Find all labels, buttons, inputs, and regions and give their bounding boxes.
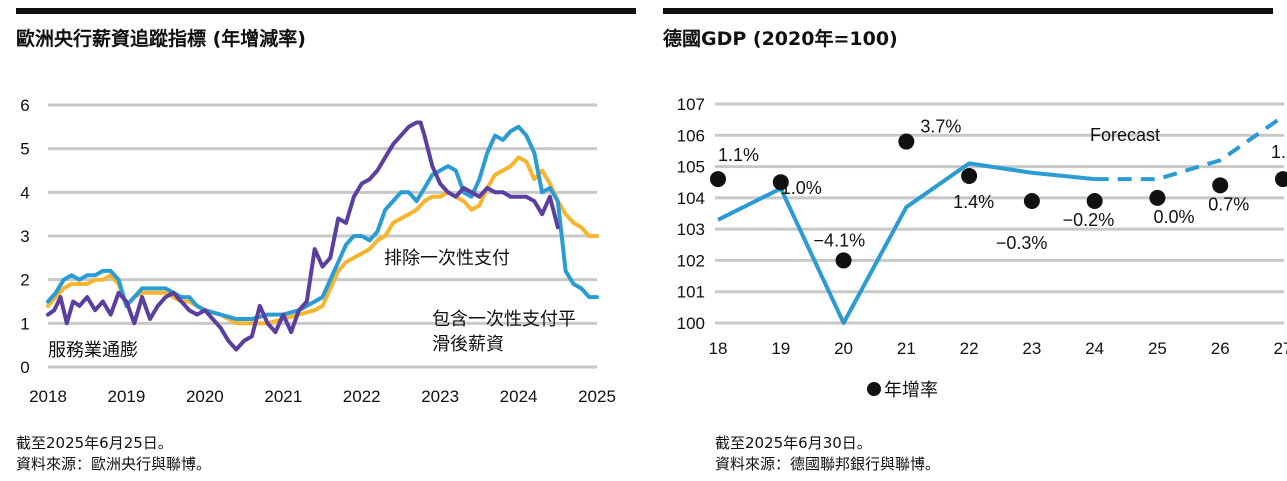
y-tick-label: 107 — [677, 95, 705, 114]
legend-label: 年增率 — [884, 380, 938, 401]
series-line-2 — [46, 124, 599, 321]
growth-label: −0.2% — [1063, 210, 1115, 230]
growth-marker — [1275, 171, 1287, 188]
footnote-date: 截至2025年6月25日。 — [16, 434, 173, 452]
growth-marker — [898, 133, 915, 150]
x-tick-label: 19 — [771, 339, 790, 358]
source-note: 資料來源：歐洲央行與聯博。 — [16, 455, 212, 473]
legend-marker — [867, 382, 881, 396]
panel-top-rule — [663, 8, 1273, 14]
x-tick-label: 24 — [1085, 339, 1104, 358]
chart-title: 歐洲央行薪資追蹤指標 (年增減率) — [16, 28, 306, 50]
y-tick-label: 1 — [20, 314, 29, 333]
growth-label: −4.1% — [814, 230, 866, 250]
series-label-smoothed-wages-cont: 滑後薪資 — [432, 334, 504, 355]
y-tick-label: 6 — [20, 96, 29, 115]
x-tick-label: 22 — [960, 339, 979, 358]
y-tick-label: 101 — [677, 283, 705, 302]
wage-tracker-panel: 歐洲央行薪資追蹤指標 (年增減率) 6 5 4 3 2 1 0 2018 2019 2020 202… — [16, 0, 636, 481]
x-tick-label: 2025 — [578, 387, 616, 406]
y-tick-label: 105 — [677, 158, 705, 177]
x-tick-label: 2023 — [421, 387, 459, 406]
growth-label: 1.2% — [1271, 142, 1287, 162]
x-tick-label: 18 — [709, 339, 728, 358]
growth-marker — [772, 174, 789, 191]
y-tick-label: 106 — [677, 126, 705, 145]
x-tick-label: 27 — [1274, 339, 1287, 358]
growth-marker — [961, 167, 978, 184]
growth-label: 1.1% — [718, 145, 759, 165]
y-tick-label: 4 — [20, 183, 29, 202]
growth-label: 0.7% — [1208, 194, 1249, 214]
growth-marker — [1149, 189, 1166, 206]
x-tick-label: 2019 — [108, 387, 146, 406]
growth-marker — [1086, 192, 1103, 209]
series-label-smoothed-wages: 包含一次性支付平 — [432, 309, 576, 330]
growth-marker — [835, 252, 852, 269]
growth-marker — [1212, 177, 1229, 194]
y-tick-label: 0 — [20, 358, 29, 377]
growth-label: 3.7% — [920, 117, 961, 137]
panel-top-rule — [16, 8, 636, 14]
growth-label: 1.0% — [781, 178, 822, 198]
x-tick-label: 2020 — [186, 387, 224, 406]
footnote-date: 截至2025年6月30日。 — [715, 434, 872, 452]
x-tick-label: 26 — [1211, 339, 1230, 358]
y-tick-label: 102 — [677, 251, 705, 270]
series-line-1 — [46, 120, 560, 352]
x-tick-label: 2018 — [29, 387, 67, 406]
chart-title: 德國GDP (2020年=100) — [663, 28, 898, 50]
growth-label: 1.4% — [953, 192, 994, 212]
germany-gdp-panel: 德國GDP (2020年=100) 107 106 105 104 103 102 101 1… — [663, 0, 1287, 481]
x-tick-label: 2021 — [264, 387, 302, 406]
x-tick-label: 2024 — [500, 387, 538, 406]
y-tick-label: 103 — [677, 220, 705, 239]
x-tick-label: 23 — [1022, 339, 1041, 358]
y-tick-label: 104 — [677, 189, 705, 208]
growth-marker — [1023, 192, 1040, 209]
x-tick-label: 25 — [1148, 339, 1167, 358]
y-tick-label: 3 — [20, 227, 29, 246]
y-tick-label: 2 — [20, 271, 29, 290]
forecast-label: Forecast — [1090, 125, 1160, 145]
x-tick-label: 2022 — [343, 387, 381, 406]
growth-label: 0.0% — [1153, 207, 1194, 227]
series-label-services-inflation: 服務業通膨 — [48, 340, 138, 361]
y-tick-label: 5 — [20, 140, 29, 159]
x-tick-label: 20 — [834, 339, 853, 358]
growth-marker — [710, 171, 726, 188]
growth-label: −0.3% — [996, 233, 1048, 253]
x-tick-label: 21 — [897, 339, 916, 358]
series-label-excluding-one-off: 排除一次性支付 — [384, 248, 510, 269]
source-note: 資料來源：德國聯邦銀行與聯博。 — [715, 455, 941, 473]
y-tick-label: 100 — [677, 314, 705, 333]
gdp-forecast-line — [1094, 114, 1285, 182]
